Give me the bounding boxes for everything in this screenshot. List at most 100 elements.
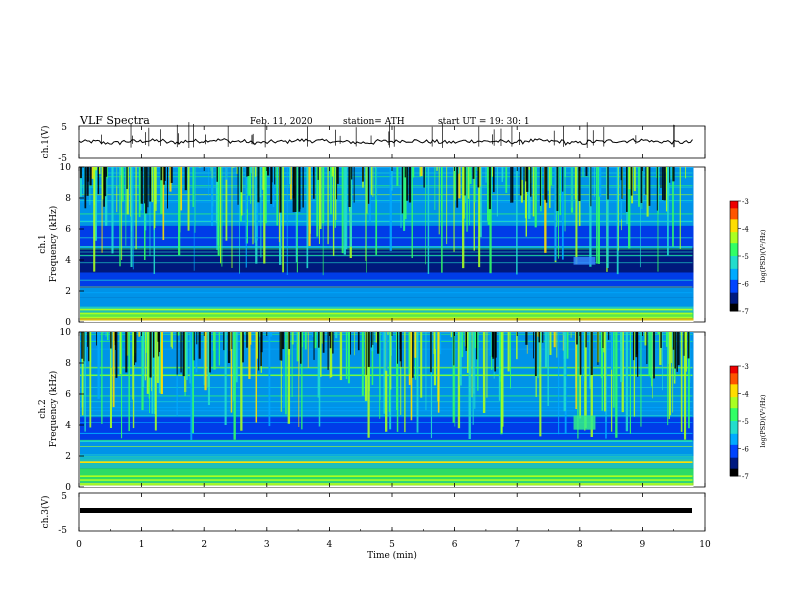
spectrogram-baseline [80, 485, 694, 487]
ch1-colorbar-cell [730, 290, 738, 294]
spectrogram-band [80, 440, 694, 456]
ch1-colorbar-cell [730, 239, 738, 242]
time-axis: 0 1 2 3 4 5 6 7 8 9 10 [76, 126, 711, 550]
ch1-colorbar-cell [730, 235, 738, 239]
ch2-colorbar-cell [730, 366, 738, 369]
ch1-colorbar-cell [730, 276, 738, 279]
ch1-colorbar-cell [730, 232, 738, 235]
time-tick-label: 5 [389, 540, 395, 550]
ch2-colorbar-cell [730, 384, 738, 387]
ch2-colorbar-cell [730, 399, 738, 402]
ch1-colorbar-cell [730, 283, 738, 286]
ch2-colorbar-cell [730, 446, 738, 449]
ch1-trace [78, 138, 693, 146]
ch2-colorbar-tick-label: -3 [742, 363, 749, 371]
ch1-colorbar-cell [730, 261, 738, 264]
ch2-colorbar-cell [730, 444, 738, 448]
ch2-colorbar-cell [730, 369, 738, 372]
ch1-colorbar-cell [730, 278, 738, 281]
ch2-colorbar-cell [730, 397, 738, 400]
ch1-colorbar-cell [730, 237, 738, 240]
ch2-colorbar-tick-label: -5 [742, 418, 749, 426]
ch1-colorbar-cell [730, 246, 738, 250]
spectrogram-band [80, 247, 694, 273]
ch2-colorbar-cell [730, 378, 738, 382]
ch2-spectrogram-ytick-label: 2 [65, 452, 71, 462]
ch1-colorbar-cell [730, 309, 738, 312]
ch2-spectrogram-ytick-label: 4 [65, 421, 71, 431]
ch1-colorbar-cell [730, 307, 738, 310]
ch1-colorbar-cell [730, 204, 738, 207]
ch2-colorbar-cell [730, 470, 738, 473]
ch1-colorbar-cell [730, 210, 738, 213]
ch2-colorbar-cell [730, 439, 738, 442]
ch1-colorbar-cell [730, 265, 738, 268]
ch2-colorbar-cell [730, 422, 738, 426]
ch1-colorbar-tick-label: -5 [742, 253, 749, 261]
ch1-colorbar-cell [730, 250, 738, 253]
time-tick-label: 6 [452, 540, 458, 550]
ch2-colorbar-cell [730, 435, 738, 438]
time-tick-label: 4 [327, 540, 333, 550]
ch1-colorbar-cell [730, 219, 738, 222]
ch3-waveform-panel: 5 -5 ch.3(V) [40, 492, 706, 536]
ch1-colorbar-cell [730, 202, 738, 206]
ch1-colorbar-cell [730, 206, 738, 209]
time-tick-label: 9 [640, 540, 646, 550]
ch1-colorbar-cell [730, 298, 738, 301]
ch2-colorbar-cell [730, 411, 738, 415]
ch1-colorbar-cell [730, 305, 738, 308]
ch1-colorbar-cell [730, 292, 738, 295]
ch1-colorbar-cell [730, 217, 738, 220]
ch1-colorbar-cell [730, 226, 738, 229]
ch1-colorbar-cell [730, 257, 738, 261]
ch1-colorbar-cell [730, 267, 738, 270]
ch2-colorbar-cell [730, 393, 738, 396]
spectrogram-band [80, 468, 694, 477]
ch2-colorbar-cell [730, 441, 738, 444]
ch1-colorbar-cell [730, 215, 738, 218]
ch3-ytick-top: 5 [61, 492, 67, 502]
time-tick-label: 2 [201, 540, 207, 550]
ch2-colorbar-cell [730, 389, 738, 393]
ch2-colorbar-cell [730, 443, 738, 446]
station-label: station= ATH [343, 117, 405, 127]
ch2-colorbar-cell [730, 413, 738, 416]
ch2-colorbar-cell [730, 373, 738, 376]
ch2-colorbar-cell [730, 457, 738, 460]
ch2-freq-ylabel-line1: ch.2 [38, 399, 48, 418]
ch2-colorbar-cell [730, 463, 738, 466]
time-tick-label: 8 [577, 540, 583, 550]
ch2-colorbar-cell [730, 437, 738, 440]
ch2-colorbar-cell [730, 377, 738, 380]
ch1-colorbar-cell [730, 254, 738, 257]
ch2-colorbar-cell [730, 386, 738, 389]
ch3-ytick-bottom: -5 [58, 526, 67, 536]
ch2-colorbar-cell [730, 382, 738, 385]
ch1-colorbar-cell [730, 274, 738, 277]
ch1-spectrogram-ytick-label: 4 [65, 256, 71, 266]
spectrogram-baseline [80, 320, 694, 322]
ch2-colorbar-cell [730, 406, 738, 409]
ch2-colorbar-cell [730, 395, 738, 398]
date-label: Feb. 11, 2020 [250, 117, 313, 127]
colorbar-ch1: -3 -4 -5 -6 -7 log(PSD)(V²/Hz) [729, 198, 767, 316]
ch2-colorbar-cell [730, 465, 738, 468]
ch1-colorbar-cell [730, 234, 738, 237]
ch2-colorbar-cell [730, 461, 738, 464]
ch1-colorbar-label: log(PSD)(V²/Hz) [759, 229, 767, 282]
ch2-colorbar-cell [730, 466, 738, 470]
ch2-colorbar-cell [730, 468, 738, 471]
time-axis-label: Time (min) [367, 550, 417, 561]
ch2-spectrogram-panel: ch.2 Frequency (kHz) 0 2 4 6 8 10 [38, 328, 706, 493]
ch2-colorbar-cell [730, 388, 738, 391]
ch2-colorbar-cell [730, 474, 738, 477]
ch1-colorbar-cell [730, 268, 738, 272]
ch2-colorbar-cell [730, 472, 738, 475]
ch2-colorbar-cell [730, 454, 738, 457]
time-tick-label: 7 [514, 540, 520, 550]
ch1-spectrogram-ytick-label: 10 [60, 163, 72, 173]
ch2-colorbar-label: log(PSD)(V²/Hz) [759, 394, 767, 447]
ch2-spectrogram-ytick-label: 10 [60, 328, 72, 338]
ch1-colorbar-cell [730, 252, 738, 255]
